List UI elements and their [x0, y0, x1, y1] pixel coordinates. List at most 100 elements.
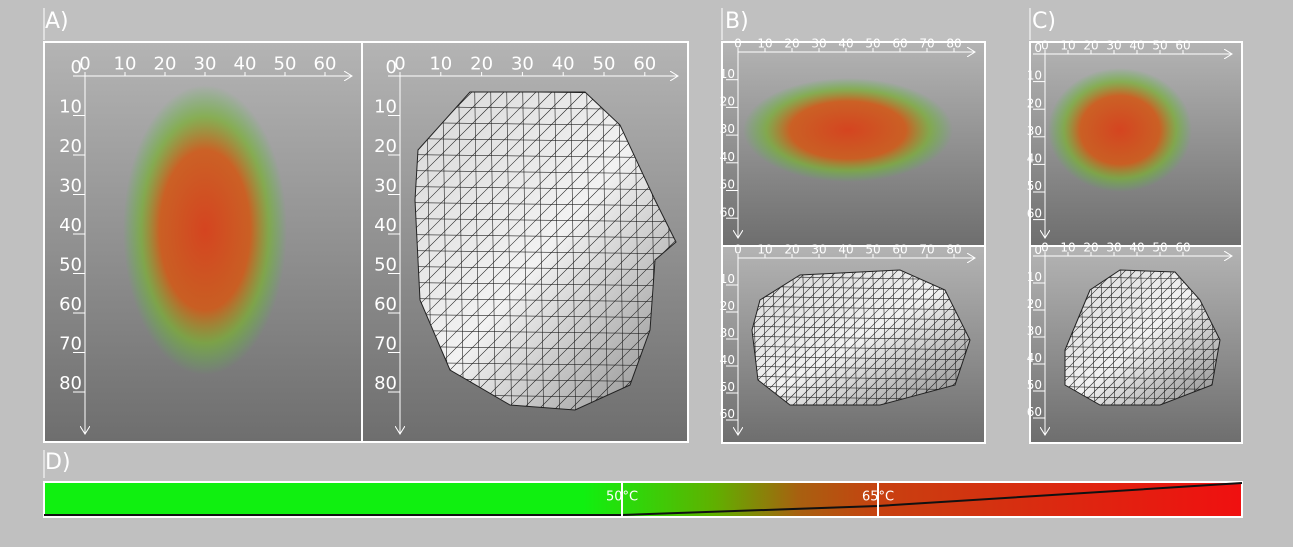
x-tick-label: 50: [593, 53, 616, 74]
y-tick-label: 60: [374, 294, 397, 315]
x-tick-label: 20: [1083, 39, 1098, 53]
x-tick-label: 10: [429, 53, 452, 74]
x-tick-label: 10: [1060, 39, 1075, 53]
x-tick-label: 20: [1083, 241, 1098, 255]
y-tick-label: 30: [720, 122, 735, 136]
panel-label: C): [1032, 9, 1056, 34]
y-tick-label: 20: [1027, 96, 1042, 110]
y-tick-label: 10: [374, 96, 397, 117]
x-tick-label: 70: [919, 37, 934, 51]
x-tick-label: 0: [1041, 241, 1049, 255]
y-tick-label: 10: [720, 67, 735, 81]
y-tick-label: 0: [1034, 41, 1042, 55]
y-tick-label: 50: [720, 178, 735, 192]
x-tick-label: 10: [757, 37, 772, 51]
x-tick-label: 50: [1152, 241, 1167, 255]
y-tick-label: 40: [374, 215, 397, 236]
y-tick-label: 20: [59, 136, 82, 157]
x-tick-label: 60: [633, 53, 656, 74]
y-tick-label: 10: [1027, 69, 1042, 83]
x-tick-label: 30: [1106, 39, 1121, 53]
figure: A) B) C) D) 50°C 65°C 0 10 20 30 40 50 60 0 10 20…: [0, 0, 1293, 547]
x-tick-label: 40: [234, 53, 257, 74]
x-tick-label: 40: [1129, 241, 1144, 255]
y-tick-label: 20: [720, 299, 735, 313]
x-tick-label: 60: [1175, 241, 1190, 255]
x-tick-label: 60: [314, 53, 337, 74]
y-tick-label: 10: [1027, 270, 1042, 284]
page: A) B) C) D) 50°C 65°C 0 10 20 30 40 50 60 0 10 20…: [0, 0, 1293, 547]
x-tick-label: 40: [838, 243, 853, 257]
x-tick-label: 40: [552, 53, 575, 74]
y-tick-label: 80: [374, 373, 397, 394]
colorbar-marker-label: 65°C: [862, 490, 894, 505]
y-tick-label: 40: [1027, 152, 1042, 166]
x-tick-label: 30: [811, 37, 826, 51]
x-tick-label: 20: [470, 53, 493, 74]
y-tick-label: 70: [59, 333, 82, 354]
colorbar: [44, 482, 1242, 517]
x-tick-label: 60: [892, 37, 907, 51]
y-tick-label: 60: [1027, 405, 1042, 419]
y-tick-label: 30: [1027, 124, 1042, 138]
y-tick-label: 60: [1027, 207, 1042, 221]
x-tick-label: 40: [1129, 39, 1144, 53]
y-tick-label: 30: [1027, 324, 1042, 338]
y-tick-label: 30: [374, 175, 397, 196]
x-tick-label: 30: [1106, 241, 1121, 255]
y-tick-label: 70: [374, 333, 397, 354]
y-tick-label: 50: [720, 380, 735, 394]
x-tick-label: 50: [865, 243, 880, 257]
y-tick-label: 50: [1027, 179, 1042, 193]
x-tick-label: 40: [838, 37, 853, 51]
y-tick-label: 20: [720, 95, 735, 109]
panel-label: B): [725, 9, 749, 34]
heat-map: [743, 78, 953, 182]
y-tick-label: 40: [59, 215, 82, 236]
x-tick-label: 20: [784, 37, 799, 51]
y-tick-label: 30: [59, 175, 82, 196]
y-tick-label: 0: [1034, 243, 1042, 257]
y-tick-label: 10: [59, 96, 82, 117]
y-tick-label: 60: [720, 407, 735, 421]
x-tick-label: 60: [892, 243, 907, 257]
x-tick-label: 10: [114, 53, 137, 74]
x-tick-label: 50: [274, 53, 297, 74]
x-tick-label: 0: [1041, 39, 1049, 53]
x-tick-label: 30: [511, 53, 534, 74]
x-tick-label: 80: [946, 37, 961, 51]
panel-label: A): [45, 9, 69, 34]
x-tick-label: 0: [734, 243, 742, 257]
x-tick-label: 50: [1152, 39, 1167, 53]
y-tick-label: 40: [720, 150, 735, 164]
panel-label: D): [45, 450, 71, 475]
y-tick-label: 40: [1027, 351, 1042, 365]
y-tick-label: 10: [720, 272, 735, 286]
y-tick-label: 0: [71, 57, 82, 78]
x-tick-label: 10: [1060, 241, 1075, 255]
y-tick-label: 50: [1027, 378, 1042, 392]
colorbar-marker-label: 50°C: [606, 490, 638, 505]
x-tick-label: 30: [811, 243, 826, 257]
x-tick-label: 70: [919, 243, 934, 257]
heat-map: [1048, 68, 1192, 192]
y-tick-label: 40: [720, 353, 735, 367]
x-tick-label: 80: [946, 243, 961, 257]
x-tick-label: 50: [865, 37, 880, 51]
y-tick-label: 60: [59, 294, 82, 315]
y-tick-label: 0: [386, 57, 397, 78]
y-tick-label: 50: [374, 254, 397, 275]
x-tick-label: 20: [154, 53, 177, 74]
y-tick-label: 20: [374, 136, 397, 157]
y-tick-label: 60: [720, 205, 735, 219]
x-tick-label: 10: [757, 243, 772, 257]
x-tick-label: 0: [734, 37, 742, 51]
y-tick-label: 50: [59, 254, 82, 275]
x-tick-label: 20: [784, 243, 799, 257]
x-tick-label: 30: [194, 53, 217, 74]
heat-map: [123, 85, 287, 375]
y-tick-label: 80: [59, 373, 82, 394]
y-tick-label: 30: [720, 326, 735, 340]
y-tick-label: 20: [1027, 297, 1042, 311]
x-tick-label: 60: [1175, 39, 1190, 53]
